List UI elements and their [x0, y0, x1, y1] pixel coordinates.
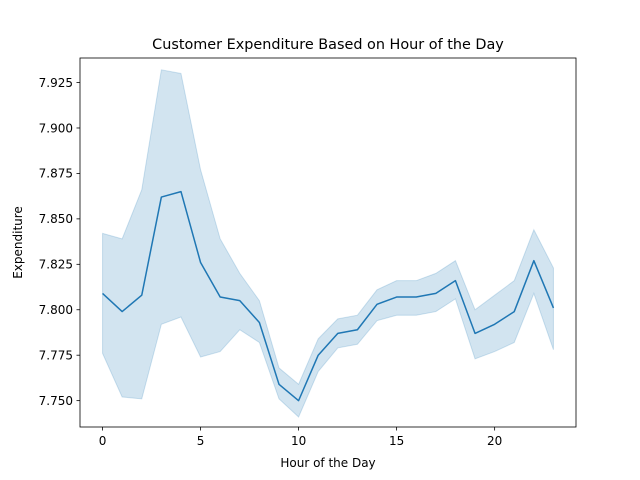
y-axis-label: Expenditure	[11, 206, 25, 279]
y-tick-label: 7.850	[39, 212, 73, 226]
y-tick-label: 7.800	[39, 303, 73, 317]
axis-ticks: 0 5 10 15 20 7.750 7.775 7.800 7.825 7.850 7.875 7.…	[39, 76, 503, 448]
y-tick-label: 7.750	[39, 394, 73, 408]
x-tick-label: 0	[99, 434, 107, 448]
plot-area	[102, 69, 555, 418]
x-tick-label: 15	[389, 434, 404, 448]
y-tick-label: 7.900	[39, 121, 73, 135]
axes-frame	[79, 57, 577, 428]
x-tick-label: 20	[487, 434, 502, 448]
x-axis-label: Hour of the Day	[280, 456, 375, 470]
y-tick-label: 7.825	[39, 258, 73, 272]
series-line	[102, 190, 555, 402]
chart-title: Customer Expenditure Based on Hour of th…	[152, 37, 504, 53]
y-tick-label: 7.875	[39, 167, 73, 181]
y-tick-label: 7.775	[39, 348, 73, 362]
y-tick-label: 7.925	[39, 76, 73, 90]
x-tick-label: 10	[291, 434, 306, 448]
x-tick-label: 5	[197, 434, 205, 448]
confidence-band	[102, 69, 554, 418]
